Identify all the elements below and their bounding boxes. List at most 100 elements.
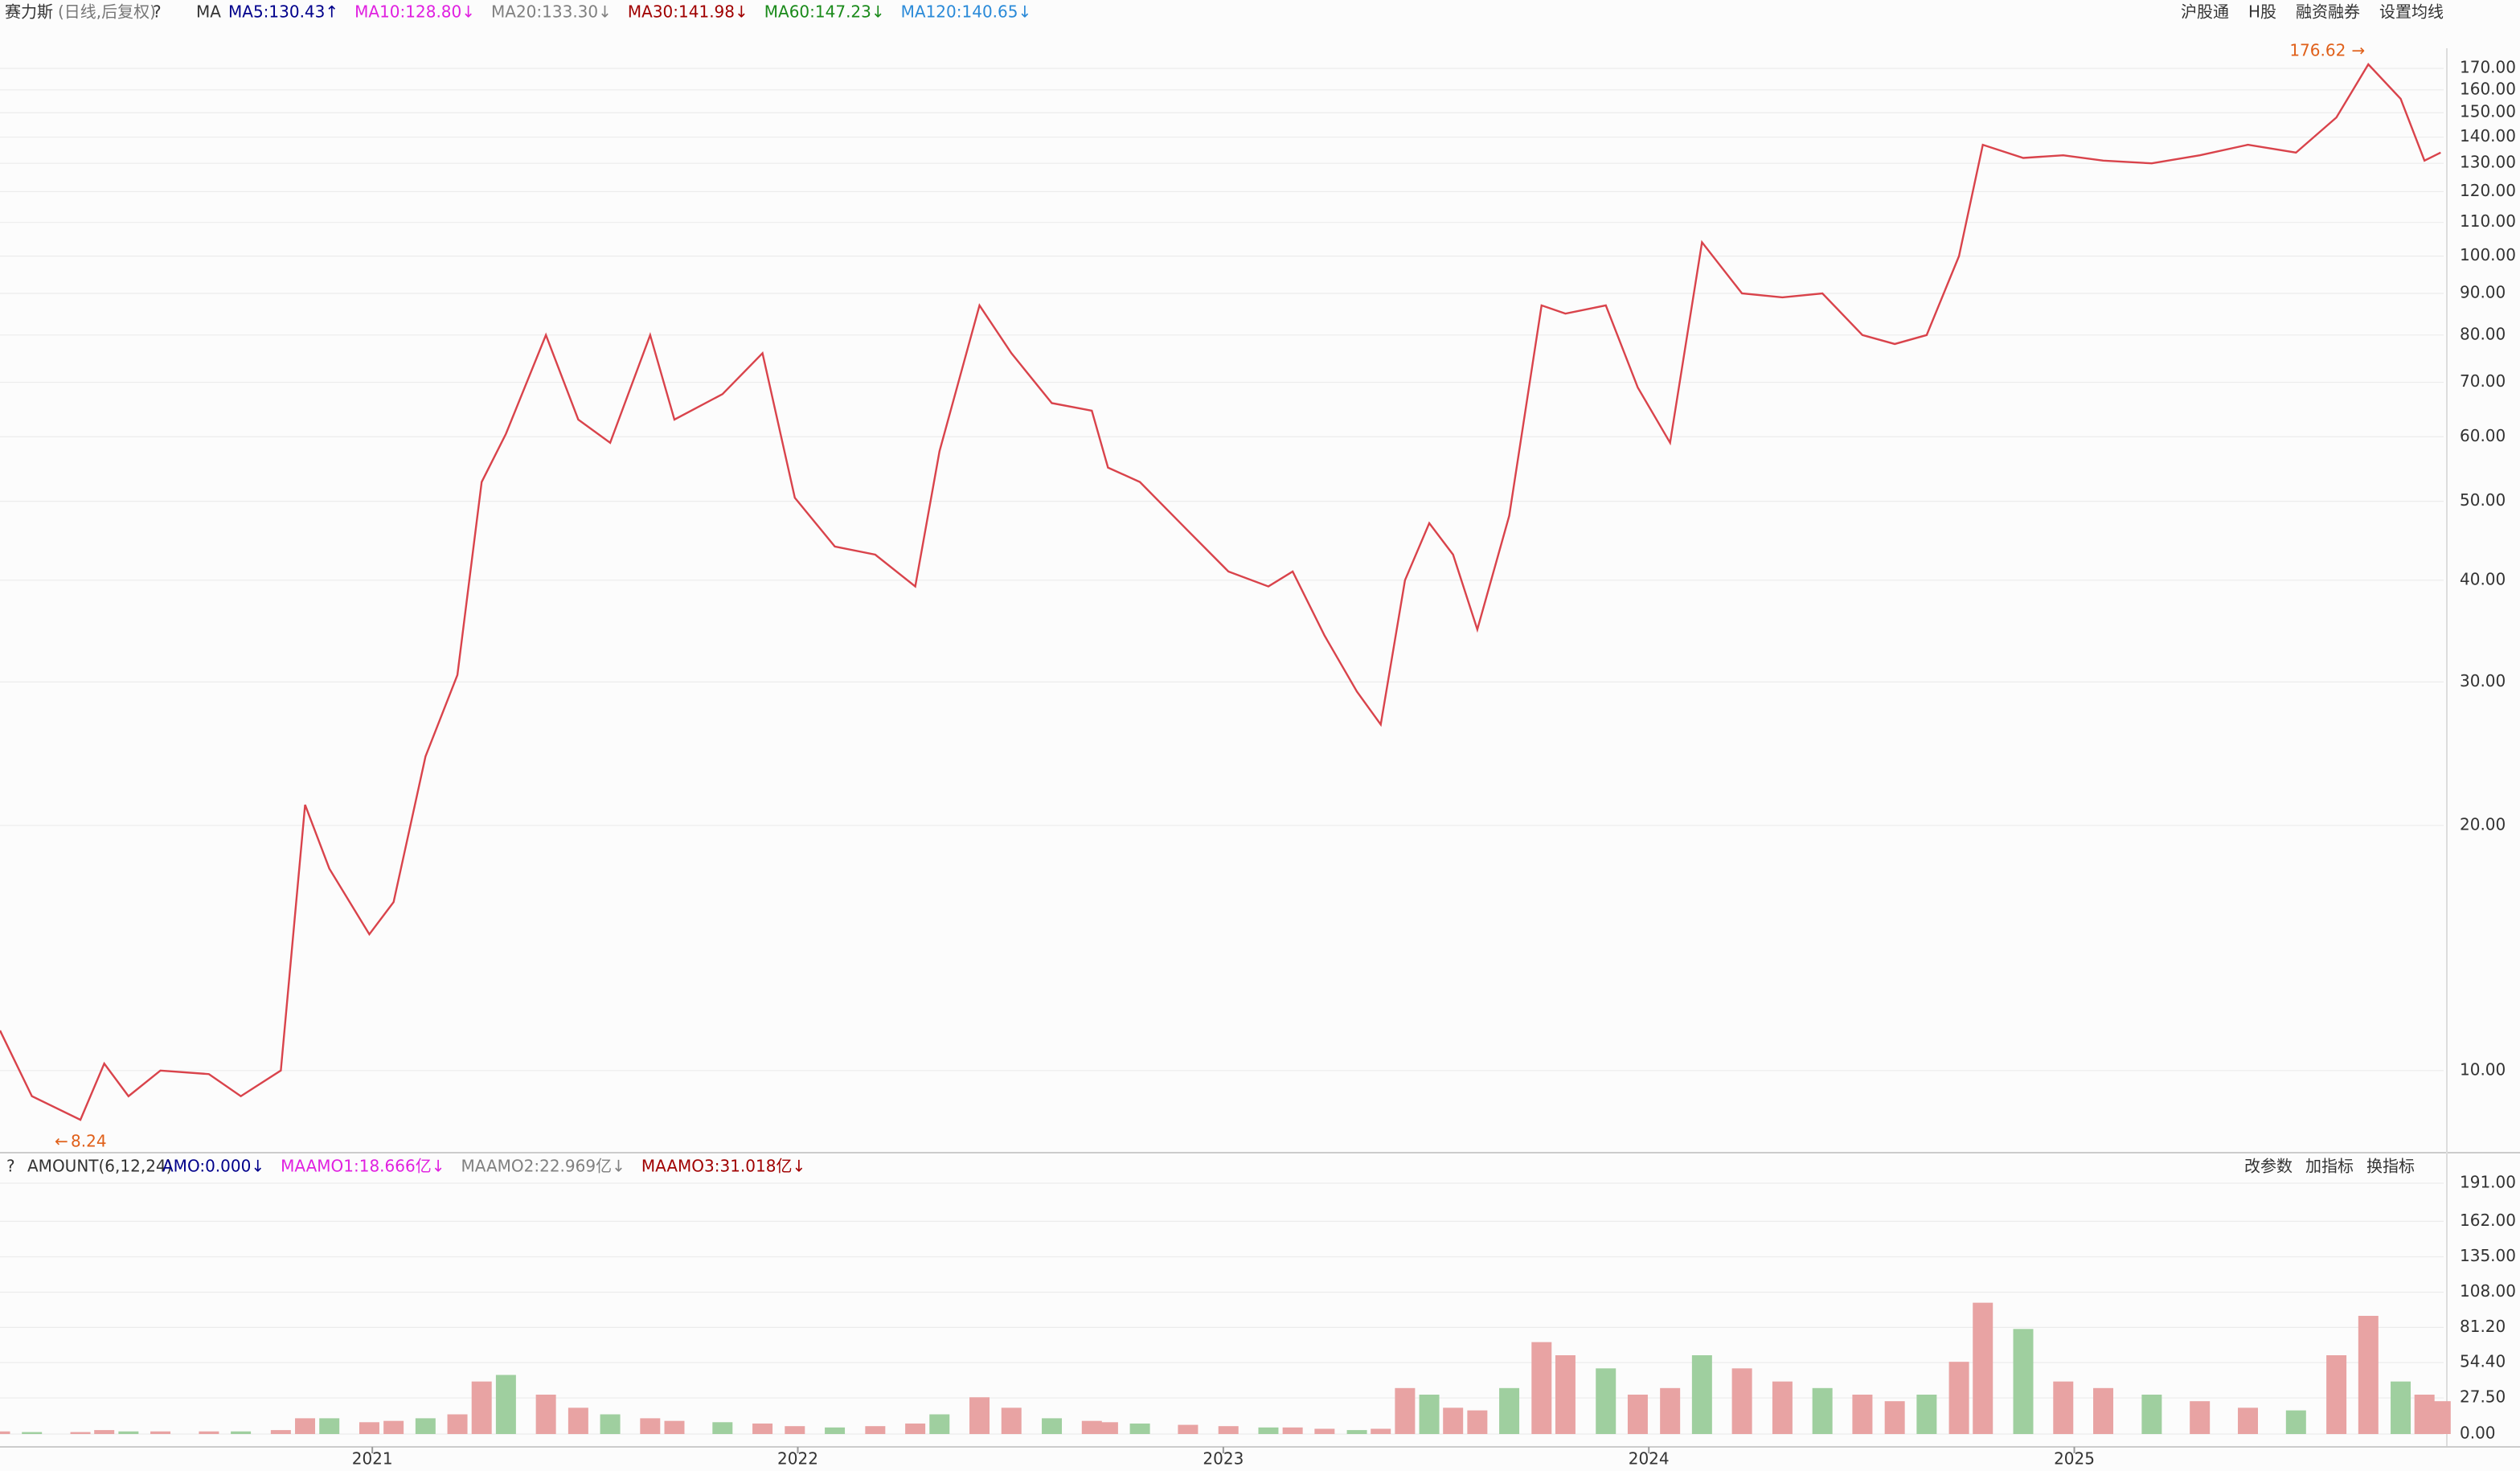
bar (1812, 1387, 1833, 1434)
bar (94, 1430, 115, 1434)
toolbar-button[interactable]: 沪股通 (2181, 2, 2229, 22)
bar (640, 1418, 661, 1434)
y-tick-label: 130.00 (2460, 153, 2516, 172)
x-tick-label: 2021 (352, 1449, 393, 1469)
y-tick-label: 90.00 (2460, 282, 2506, 301)
bar (1555, 1354, 1576, 1434)
bar (1042, 1418, 1063, 1434)
x-tick-label: 2023 (1203, 1449, 1244, 1469)
bar (1129, 1423, 1150, 1434)
y-tick-label: 191.00 (2460, 1173, 2516, 1192)
bar (600, 1414, 621, 1434)
indicator-button[interactable]: 改参数 (2244, 1157, 2293, 1176)
bar (319, 1418, 340, 1434)
bar (2190, 1401, 2211, 1434)
indicator-title[interactable]: AMOUNT(6,12,24) (27, 1157, 172, 1176)
legend-entry: MA30:141.98↓ (628, 2, 748, 22)
stock-name: 赛力斯 (5, 2, 53, 22)
bar (825, 1427, 846, 1434)
y-tick-label: 10.00 (2460, 1059, 2506, 1079)
min-label: 8.24 (71, 1132, 107, 1151)
bar (535, 1394, 556, 1434)
bar (1371, 1428, 1391, 1434)
max-label: 176.62 (2289, 41, 2346, 60)
bar (2430, 1401, 2451, 1434)
y-tick-label: 135.00 (2460, 1246, 2516, 1265)
bar (929, 1414, 950, 1434)
y-tick-label: 20.00 (2460, 814, 2506, 834)
indicator-button[interactable]: 换指标 (2366, 1157, 2415, 1176)
y-tick-label: 0.00 (2460, 1424, 2496, 1443)
bar (2326, 1354, 2347, 1434)
bar (1731, 1368, 1752, 1434)
bar (1001, 1407, 1022, 1434)
y-tick-label: 60.00 (2460, 426, 2506, 445)
bar (969, 1397, 990, 1434)
bar (2391, 1381, 2411, 1434)
bar (905, 1423, 926, 1434)
bar (1218, 1426, 1239, 1434)
y-tick-label: 70.00 (2460, 371, 2506, 391)
help-button[interactable]: ? (153, 2, 162, 22)
y-tick-label: 140.00 (2460, 126, 2516, 145)
bar (118, 1431, 139, 1434)
bar (568, 1407, 588, 1434)
bar (664, 1420, 685, 1434)
bar (70, 1432, 91, 1434)
legend-entry: MAAMO3:31.018亿↓ (641, 1157, 805, 1176)
bar (447, 1414, 468, 1434)
bar (2141, 1394, 2162, 1434)
bar (1395, 1387, 1416, 1434)
bar (295, 1418, 316, 1434)
y-tick-label: 81.20 (2460, 1317, 2506, 1336)
bar (1531, 1342, 1552, 1434)
legend-entry: MA5:130.43↑ (228, 2, 338, 22)
toolbar-button[interactable]: 融资融券 (2296, 2, 2360, 22)
bar (150, 1431, 171, 1434)
bar (1467, 1410, 1488, 1434)
arrow: ← (55, 1132, 68, 1151)
bar (1596, 1368, 1616, 1434)
bar (1948, 1362, 1969, 1434)
legend-entry: MA10:128.80↓ (354, 2, 475, 22)
bar (1627, 1394, 1648, 1434)
toolbar-button[interactable]: 设置均线 (2379, 2, 2444, 22)
bar (2285, 1410, 2306, 1434)
bar (1499, 1387, 1520, 1434)
y-tick-label: 150.00 (2460, 102, 2516, 121)
bar (1258, 1427, 1279, 1434)
bar (2053, 1381, 2074, 1434)
bar (865, 1426, 886, 1434)
bar (1772, 1381, 1793, 1434)
bar (22, 1432, 43, 1434)
bar (1691, 1354, 1712, 1434)
bar (712, 1422, 733, 1434)
y-tick-label: 40.00 (2460, 569, 2506, 588)
bar (2093, 1387, 2114, 1434)
bar (1081, 1420, 1102, 1434)
indicator-button[interactable]: 加指标 (2305, 1157, 2354, 1176)
bar (1314, 1428, 1335, 1434)
help-button[interactable]: ? (6, 1157, 15, 1176)
y-tick-label: 30.00 (2460, 671, 2506, 690)
bar (270, 1430, 291, 1434)
x-tick-label: 2025 (2054, 1449, 2095, 1469)
indicator-name[interactable]: MA (196, 2, 221, 22)
toolbar-button[interactable]: H股 (2248, 2, 2276, 22)
legend-entry: MA60:147.23↓ (764, 2, 885, 22)
y-tick-label: 162.00 (2460, 1211, 2516, 1230)
bar (199, 1431, 219, 1434)
bar (1419, 1394, 1440, 1434)
bar (1916, 1394, 1937, 1434)
legend-entry: MAAMO1:18.666亿↓ (281, 1157, 445, 1176)
y-tick-label: 170.00 (2460, 58, 2516, 77)
y-tick-label: 100.00 (2460, 245, 2516, 264)
y-tick-label: 110.00 (2460, 211, 2516, 231)
bar (1884, 1401, 1905, 1434)
y-tick-label: 120.00 (2460, 181, 2516, 200)
bar (471, 1381, 492, 1434)
bar (1346, 1430, 1367, 1434)
bar (1443, 1407, 1464, 1434)
